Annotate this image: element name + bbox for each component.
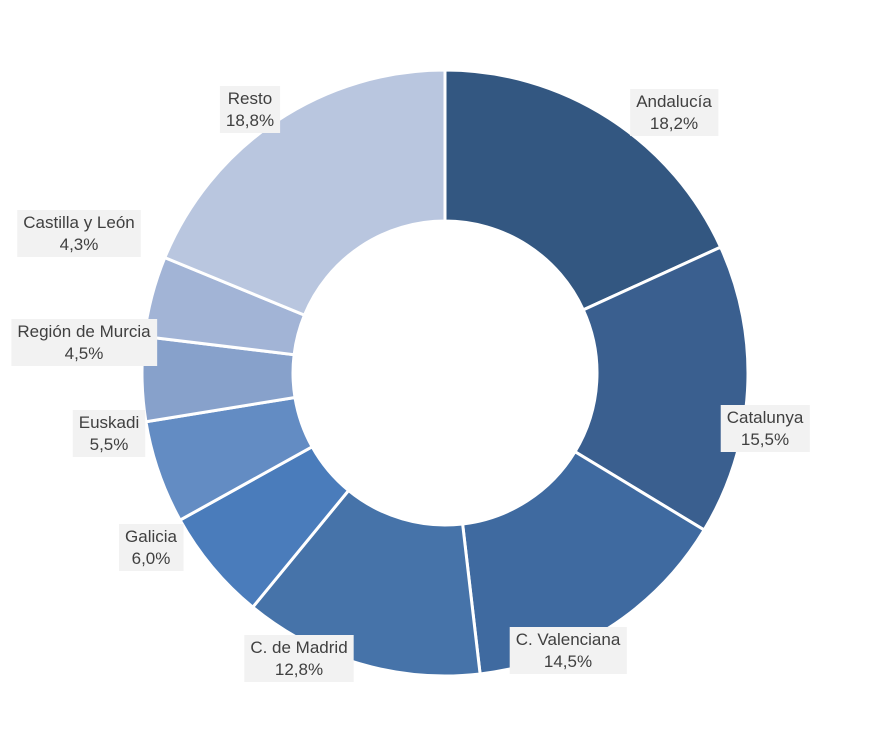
value-label: 14,5% bbox=[544, 652, 592, 671]
category-label: Región de Murcia bbox=[17, 322, 151, 341]
category-label: Catalunya bbox=[727, 408, 804, 427]
label-background bbox=[720, 405, 810, 452]
value-label: 18,8% bbox=[226, 111, 274, 130]
slice-andaluc-a bbox=[443, 68, 723, 312]
value-label: 12,8% bbox=[275, 660, 323, 679]
label-background bbox=[219, 86, 281, 133]
category-label: C. Valenciana bbox=[516, 630, 621, 649]
data-label: C. Valenciana 14,5% bbox=[509, 627, 627, 674]
data-label: Euskadi 5,5% bbox=[72, 410, 146, 457]
label-background bbox=[17, 210, 141, 257]
category-label: Resto bbox=[228, 89, 272, 108]
value-label: 15,5% bbox=[741, 430, 789, 449]
data-label: C. de Madrid 12,8% bbox=[244, 635, 354, 682]
category-label: Galicia bbox=[125, 527, 178, 546]
value-label: 6,0% bbox=[132, 549, 171, 568]
labels-group: Andalucía 18,2% Catalunya 15,5% C. Valencian… bbox=[11, 86, 810, 682]
label-background bbox=[244, 635, 354, 682]
category-label: Castilla y León bbox=[23, 213, 135, 232]
value-label: 5,5% bbox=[90, 435, 129, 454]
data-label: Resto 18,8% bbox=[219, 86, 281, 133]
label-background bbox=[119, 524, 184, 571]
data-label: Andalucía 18,2% bbox=[630, 89, 719, 136]
data-label: Castilla y León 4,3% bbox=[17, 210, 141, 257]
category-label: Andalucía bbox=[636, 92, 712, 111]
slice-resto bbox=[162, 68, 447, 318]
data-label: Región de Murcia 4,5% bbox=[11, 319, 158, 366]
label-background bbox=[11, 319, 158, 366]
value-label: 18,2% bbox=[650, 114, 698, 133]
data-label: Catalunya 15,5% bbox=[720, 405, 810, 452]
slice-c-de-madrid bbox=[250, 488, 482, 678]
slice-c-valenciana bbox=[460, 449, 707, 676]
slices-group bbox=[140, 68, 750, 678]
value-label: 4,3% bbox=[60, 235, 99, 254]
value-label: 4,5% bbox=[65, 344, 104, 363]
label-background bbox=[630, 89, 719, 136]
slice-catalunya bbox=[572, 245, 750, 533]
label-background bbox=[509, 627, 627, 674]
category-label: Euskadi bbox=[79, 413, 139, 432]
category-label: C. de Madrid bbox=[250, 638, 347, 657]
data-label: Galicia 6,0% bbox=[119, 524, 184, 571]
label-background bbox=[72, 410, 146, 457]
